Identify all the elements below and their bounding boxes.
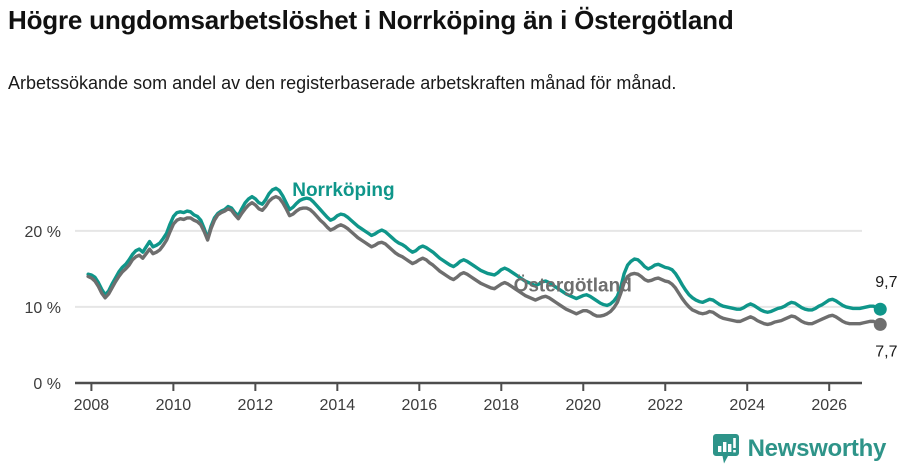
y-axis-tick-labels: 0 % 10 % 20 % [25, 224, 61, 393]
x-axis-tick-label: 2024 [729, 397, 765, 414]
x-axis-tick-label: 2008 [74, 397, 110, 414]
y-axis-tick-label: 10 % [25, 300, 61, 317]
footer-branding: Newsworthy [712, 434, 887, 464]
x-axis [75, 381, 862, 391]
end-value-label-norrk-ping: 9,7 % [875, 274, 900, 291]
data-series-group [86, 186, 882, 327]
series-end-dot-norrk-ping [873, 302, 887, 316]
chart-subtitle: Arbetssökande som andel av den registerb… [8, 73, 677, 93]
end-value-label--sterg-tland: 7,7 % [875, 343, 900, 360]
series-label--sterg-tland: Östergötland [514, 276, 632, 297]
x-axis-tick-label: 2020 [565, 397, 601, 414]
x-axis-tick-labels: 2008 2010 2012 2014 2016 2018 2020 2022 2024 2026 [74, 397, 848, 414]
y-axis-tick-label: 0 % [33, 376, 61, 393]
x-axis-tick-label: 2018 [483, 397, 519, 414]
series-inline-labels: Norrköping Östergötland [292, 180, 632, 297]
x-axis-tick-label: 2026 [811, 397, 847, 414]
x-axis-tick-label: 2022 [647, 397, 683, 414]
y-axis-tick-label: 20 % [25, 224, 61, 241]
gridlines [75, 229, 862, 308]
series-end-dot--sterg-tland [873, 317, 887, 331]
x-axis-tick-label: 2010 [156, 397, 192, 414]
x-axis-tick-label: 2012 [238, 397, 274, 414]
newsworthy-wordmark: Newsworthy [747, 435, 887, 462]
series-line--sterg-tland [86, 194, 882, 327]
page-title: Högre ungdomsarbetslöshet i Norrköping ä… [8, 5, 734, 35]
x-axis-tick-label: 2016 [402, 397, 438, 414]
series-label-norrk-ping: Norrköping [292, 180, 394, 201]
series-end-markers [873, 302, 887, 331]
bar-chart-speech-bubble-icon [712, 434, 739, 464]
x-axis-tick-label: 2014 [320, 397, 356, 414]
series-end-value-labels: 9,7 % 7,7 % [875, 274, 900, 360]
series-line-norrk-ping [86, 186, 882, 314]
